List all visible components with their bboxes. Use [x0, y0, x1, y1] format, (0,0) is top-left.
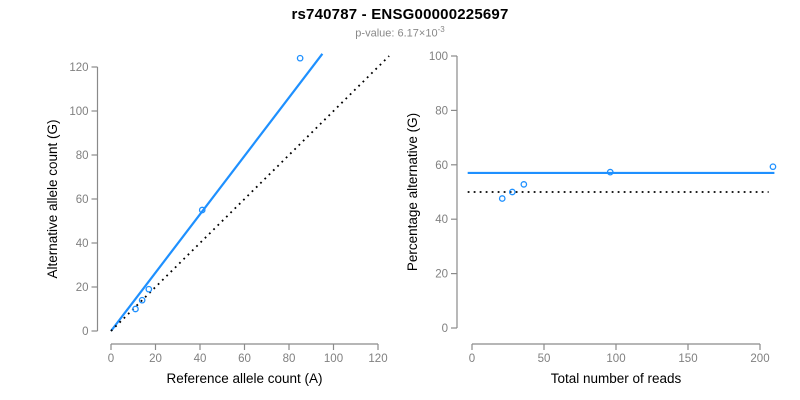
data-point	[508, 188, 516, 196]
x-tick-label: 150	[678, 353, 697, 365]
data-point	[296, 54, 304, 62]
y-axis-title: Percentage alternative (G)	[405, 113, 420, 271]
y-tick-label: 20	[435, 269, 448, 281]
allele-counts-panel: 0 20 40 60 80 100 120 0 20 40 60 80 100 120 Reference …	[45, 53, 390, 386]
figure-title: rs740787 - ENSG00000225697	[291, 6, 509, 23]
y-tick-label: 40	[435, 214, 448, 226]
x-axis-title: Total number of reads	[551, 371, 682, 386]
x-tick-label: 40	[194, 353, 207, 365]
data-point	[145, 285, 153, 293]
data-point	[520, 181, 528, 188]
x-tick-label: 100	[606, 353, 625, 365]
y-tick-label: 40	[76, 238, 89, 250]
figure-subtitle: p-value: 6.17×10-3	[0, 25, 800, 40]
x-tick-label: 100	[324, 353, 343, 365]
x-tick-label: 60	[238, 353, 251, 365]
percentage-alternative-panel: 0 20 40 60 80 100 0 50 100 150 200 Total number of …	[405, 51, 777, 386]
x-tick-label: 80	[283, 353, 296, 365]
y-tick-label: 0	[442, 323, 448, 335]
y-tick-label: 80	[76, 150, 89, 162]
data-point	[132, 305, 139, 313]
y-tick-label: 120	[69, 62, 88, 74]
data-point	[498, 195, 506, 202]
x-tick-label: 50	[538, 353, 551, 365]
y-tick-label: 100	[429, 51, 448, 63]
x-tick-label: 120	[368, 353, 387, 365]
x-tick-label: 0	[108, 353, 114, 365]
y-tick-label: 0	[82, 326, 88, 338]
data-point	[138, 296, 146, 304]
y-tick-label: 100	[69, 106, 88, 118]
y-axis-title: Alternative allele count (G)	[45, 119, 60, 278]
y-tick-label: 60	[435, 160, 448, 172]
y-tick-label: 60	[76, 194, 89, 206]
data-point	[198, 206, 206, 214]
x-tick-label: 200	[750, 353, 769, 365]
identity-line	[110, 55, 390, 332]
x-axis-title: Reference allele count (A)	[166, 371, 322, 386]
x-tick-label: 20	[149, 353, 162, 365]
data-point	[606, 168, 614, 176]
y-tick-label: 20	[76, 282, 89, 294]
y-tick-label: 80	[435, 105, 448, 117]
data-point	[769, 163, 777, 171]
fitted-ratio-line	[110, 53, 324, 332]
pvalue-exponent: -3	[437, 25, 445, 34]
x-tick-label: 0	[469, 353, 475, 365]
pvalue-text: p-value: 6.17×10	[355, 27, 438, 40]
